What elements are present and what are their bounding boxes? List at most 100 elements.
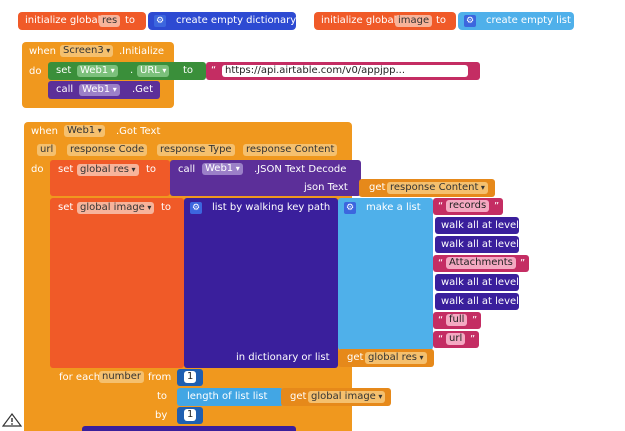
- set-global-image-block[interactable]: set global image to: [50, 198, 184, 368]
- variable-dropdown[interactable]: global image: [77, 202, 155, 214]
- set-label: set: [58, 202, 74, 213]
- text-field[interactable]: url: [446, 333, 466, 345]
- make-a-list-block[interactable]: ⚙ make a list: [338, 198, 433, 350]
- init-label: initialize global: [25, 15, 101, 26]
- block-label: create empty dictionary: [176, 15, 297, 26]
- method-label: .JSON Text Decode: [254, 164, 347, 175]
- get-label: get: [347, 352, 364, 363]
- global-name-field[interactable]: image: [395, 15, 433, 27]
- text-records-block[interactable]: “ records ”: [433, 198, 503, 215]
- dot-label: .: [130, 65, 134, 76]
- variable-dropdown[interactable]: global res: [365, 352, 427, 364]
- warning-triangle-icon[interactable]: [2, 413, 22, 427]
- event-label: .Initialize: [119, 46, 165, 57]
- number-field[interactable]: 1: [184, 409, 197, 421]
- call-label: call: [56, 84, 74, 95]
- to-label: to: [157, 391, 168, 402]
- component-dropdown[interactable]: Web1: [79, 84, 120, 96]
- text-field[interactable]: full: [446, 314, 468, 326]
- block-label: walk all at level: [441, 220, 519, 231]
- block-label: walk all at level: [441, 277, 519, 288]
- init-global-image-block[interactable]: initialize global image to: [314, 12, 456, 30]
- get-label: get: [290, 391, 307, 402]
- call-web-get-block[interactable]: call Web1 .Get: [48, 81, 160, 99]
- get-global-res-block[interactable]: get global res: [338, 349, 434, 367]
- open-quote: “: [438, 258, 444, 269]
- variable-dropdown[interactable]: global image: [308, 391, 386, 403]
- arg-label: json Text: [304, 182, 348, 193]
- to-label: to: [146, 164, 157, 175]
- get-label: get: [369, 182, 386, 193]
- global-name-field[interactable]: res: [99, 15, 121, 27]
- number-from-block[interactable]: 1: [177, 369, 203, 386]
- variable-dropdown[interactable]: response Content: [387, 182, 488, 194]
- json-text-decode-block[interactable]: call Web1 .JSON Text Decode json Text: [170, 160, 361, 196]
- to-label: to: [436, 15, 447, 26]
- partial-block-bottom[interactable]: [82, 426, 296, 431]
- walk-all-at-level-block[interactable]: walk all at level: [435, 274, 519, 291]
- block-label: make a list: [366, 202, 421, 213]
- param-response-type[interactable]: response Type: [157, 144, 235, 156]
- for-each-number-block[interactable]: for each number from to by: [52, 368, 180, 431]
- block-label: length of list list: [187, 391, 268, 402]
- open-quote: “: [211, 65, 217, 76]
- walk-all-at-level-block[interactable]: walk all at level: [435, 217, 519, 234]
- set-label: set: [56, 65, 72, 76]
- create-empty-dictionary-block[interactable]: ⚙ create empty dictionary: [148, 12, 296, 30]
- gear-icon[interactable]: ⚙: [344, 202, 356, 214]
- property-dropdown[interactable]: URL: [137, 65, 170, 77]
- for-each-label: for each: [59, 372, 101, 383]
- by-label: by: [155, 410, 168, 421]
- text-attachments-block[interactable]: “ Attachments ”: [433, 255, 529, 272]
- method-label: .Get: [132, 84, 154, 95]
- walk-all-at-level-block[interactable]: walk all at level: [435, 293, 519, 310]
- component-dropdown[interactable]: Web1: [77, 65, 118, 77]
- variable-dropdown[interactable]: global res: [77, 164, 139, 176]
- do-label: do: [29, 66, 42, 77]
- text-url-block[interactable]: “ url ”: [433, 331, 479, 348]
- open-quote: “: [438, 334, 444, 345]
- open-quote: “: [438, 315, 444, 326]
- text-field[interactable]: Attachments: [446, 257, 516, 269]
- param-response-content[interactable]: response Content: [243, 144, 338, 156]
- component-dropdown[interactable]: Screen3: [60, 45, 114, 57]
- get-global-image-block[interactable]: get global image: [281, 388, 391, 406]
- to-label: to: [125, 15, 136, 26]
- length-of-list-block[interactable]: length of list list: [177, 388, 283, 406]
- loop-variable-field[interactable]: number: [99, 371, 145, 383]
- number-by-block[interactable]: 1: [177, 407, 203, 424]
- when-label: when: [31, 126, 59, 137]
- get-response-content-block[interactable]: get response Content: [359, 179, 495, 197]
- init-label: initialize global: [321, 15, 397, 26]
- url-text-field[interactable]: https://api.airtable.com/v0/appjpp...: [222, 65, 468, 77]
- walk-all-at-level-block[interactable]: walk all at level: [435, 236, 519, 253]
- number-field[interactable]: 1: [184, 371, 197, 383]
- arg-label: in dictionary or list: [236, 352, 330, 363]
- to-label: to: [183, 65, 194, 76]
- close-quote: ”: [472, 315, 478, 326]
- to-label: to: [161, 202, 172, 213]
- close-quote: ”: [494, 201, 500, 212]
- call-label: call: [178, 164, 196, 175]
- gear-icon[interactable]: ⚙: [464, 15, 476, 27]
- component-dropdown[interactable]: Web1: [64, 125, 105, 137]
- set-web-url-block[interactable]: set Web1 . URL to: [48, 62, 206, 80]
- list-by-walking-key-path-block[interactable]: ⚙ list by walking key path in dictionary…: [184, 198, 338, 368]
- component-dropdown[interactable]: Web1: [202, 163, 243, 175]
- block-label: walk all at level: [441, 296, 519, 307]
- create-empty-list-block[interactable]: ⚙ create empty list: [458, 12, 574, 30]
- close-quote: ”: [520, 258, 526, 269]
- param-url[interactable]: url: [37, 144, 57, 156]
- event-label: .Got Text: [116, 126, 161, 137]
- init-global-res-block[interactable]: initialize global res to: [18, 12, 146, 30]
- param-response-code[interactable]: response Code: [67, 144, 148, 156]
- url-text-block[interactable]: “ https://api.airtable.com/v0/appjpp...: [206, 62, 480, 80]
- gear-icon[interactable]: ⚙: [154, 15, 166, 27]
- set-label: set: [58, 164, 74, 175]
- text-full-block[interactable]: “ full ”: [433, 312, 481, 329]
- text-field[interactable]: records: [446, 200, 490, 212]
- open-quote: “: [438, 201, 444, 212]
- gear-icon[interactable]: ⚙: [190, 202, 202, 214]
- set-global-res-block[interactable]: set global res to: [50, 160, 170, 196]
- block-label: walk all at level: [441, 239, 519, 250]
